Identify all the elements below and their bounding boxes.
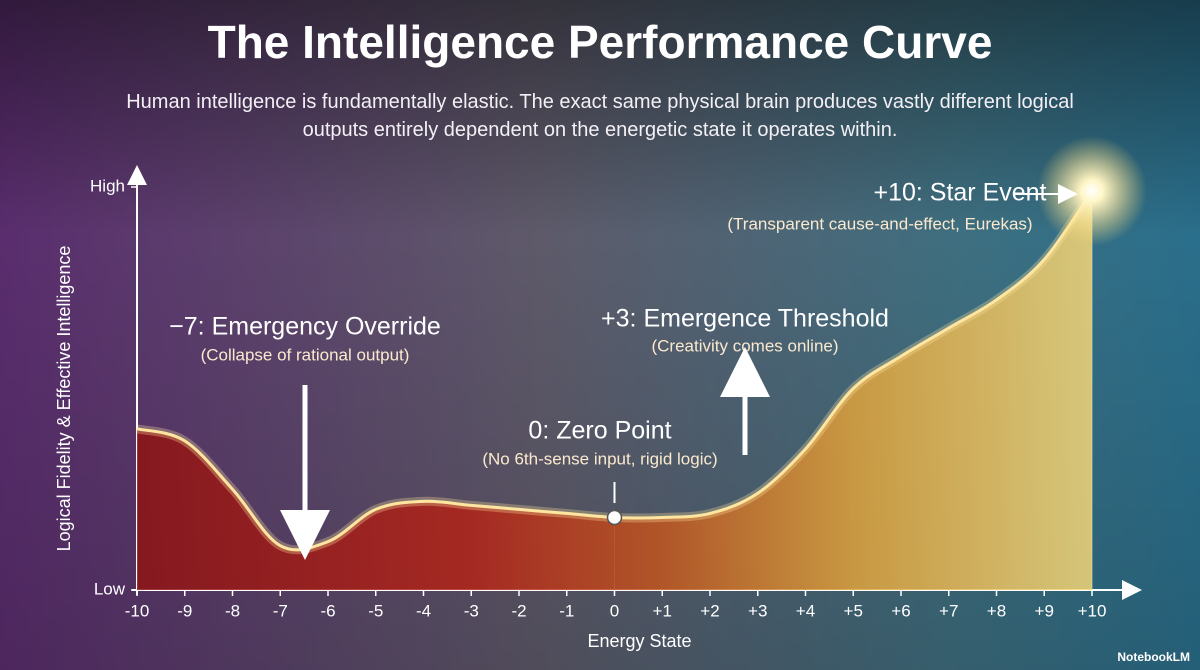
x-tick-label: +2 xyxy=(700,601,719,620)
annotation-label: 0: Zero Point xyxy=(528,417,671,445)
x-tick-label: -8 xyxy=(225,601,240,620)
x-tick-label: -6 xyxy=(320,601,335,620)
subtitle-box: Human intelligence is fundamentally elas… xyxy=(126,91,1074,141)
x-tick-label: +3 xyxy=(748,601,767,620)
x-tick-label: -3 xyxy=(464,601,479,620)
x-tick-label: -9 xyxy=(177,601,192,620)
annotation-note: (No 6th-sense input, rigid logic) xyxy=(482,449,717,468)
watermark: NotebookLM xyxy=(1117,650,1190,664)
annotation-label: +10: Star Event xyxy=(873,179,1046,207)
star-glow xyxy=(1037,136,1147,247)
x-tick-label: +9 xyxy=(1035,601,1054,620)
x-tick-label: -10 xyxy=(125,601,150,620)
annotation-label: +3: Emergence Threshold xyxy=(601,305,889,333)
x-tick-label: +6 xyxy=(891,601,910,620)
x-tick-label: +5 xyxy=(844,601,863,620)
plot: Energy State Logical Fidelity & Effective… xyxy=(54,136,1190,664)
x-tick-label: -7 xyxy=(273,601,288,620)
x-tick-label: -2 xyxy=(511,601,526,620)
y-axis-label: Logical Fidelity & Effective Intelligenc… xyxy=(54,246,74,552)
y-tick-label: High xyxy=(90,176,125,195)
x-tick-label: -5 xyxy=(368,601,383,620)
y-tick-label: Low xyxy=(94,579,126,598)
x-tick-label: 0 xyxy=(610,601,619,620)
x-tick-label: +1 xyxy=(653,601,672,620)
x-tick-label: +4 xyxy=(796,601,815,620)
annotation-note: (Transparent cause-and-effect, Eurekas) xyxy=(727,214,1032,233)
x-tick-label: +7 xyxy=(939,601,958,620)
annotation-note: (Collapse of rational output) xyxy=(201,345,410,364)
chart-subtitle: Human intelligence is fundamentally elas… xyxy=(126,91,1074,141)
area xyxy=(137,191,1092,590)
chart-title: The Intelligence Performance Curve xyxy=(208,16,993,68)
x-tick-label: +10 xyxy=(1078,601,1107,620)
x-axis-label: Energy State xyxy=(587,631,691,651)
annotation-note: (Creativity comes online) xyxy=(651,336,838,355)
annotation-label: −7: Emergency Override xyxy=(169,313,441,341)
x-tick-label: -4 xyxy=(416,601,431,620)
x-tick-label: -1 xyxy=(559,601,574,620)
zero-point xyxy=(606,509,623,526)
x-tick-label: +8 xyxy=(987,601,1006,620)
